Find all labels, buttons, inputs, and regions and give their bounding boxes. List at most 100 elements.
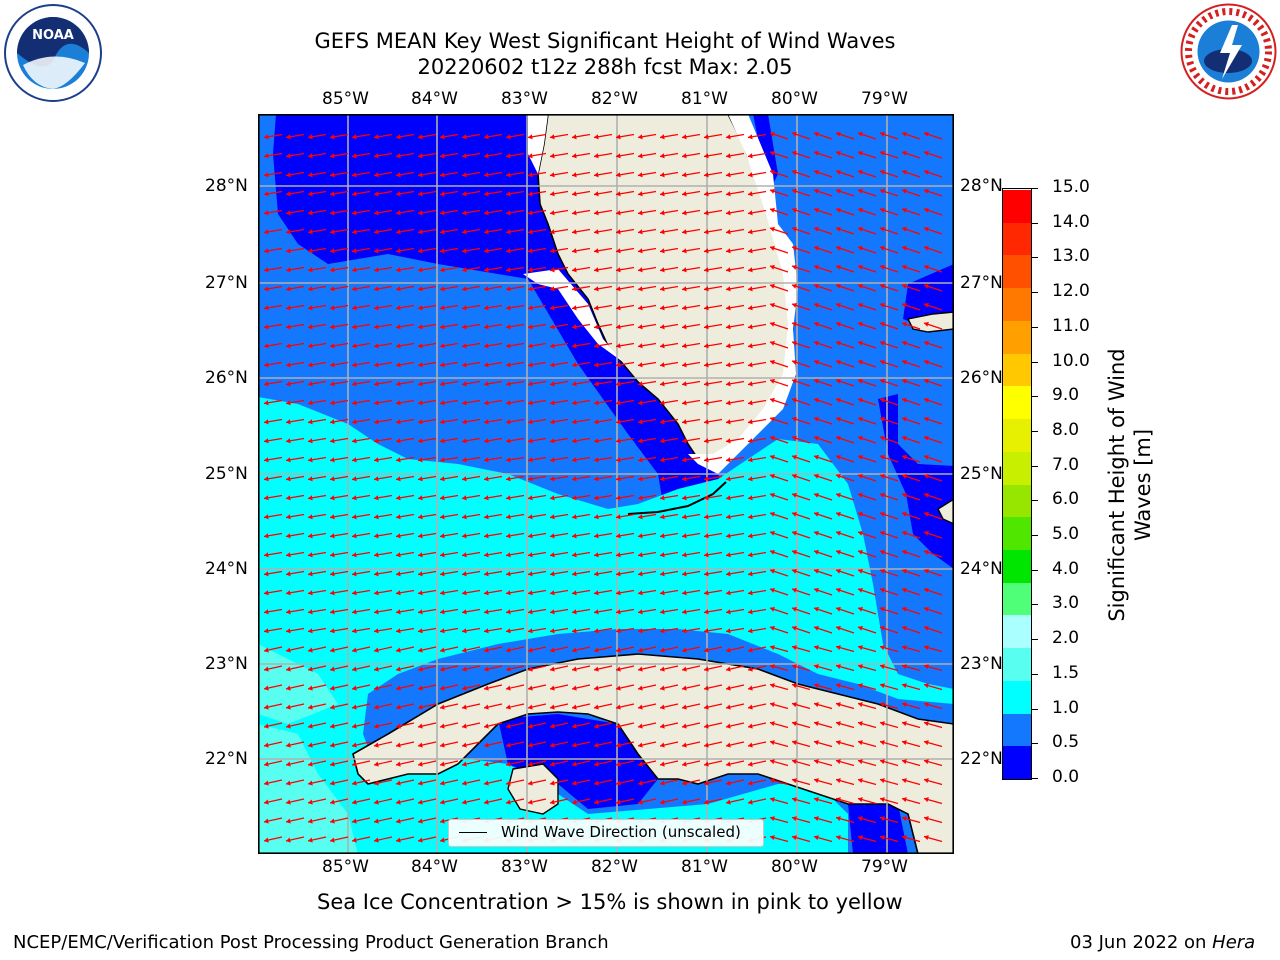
chart-subtitle: 20220602 t12z 288h fcst Max: 2.05	[417, 55, 793, 79]
colorbar-segment	[1003, 614, 1031, 649]
lat-label-left-26n: 26°N	[205, 368, 248, 388]
lat-label-left-24n: 24°N	[205, 559, 248, 579]
lon-label-bottom-84w: 84°W	[411, 857, 458, 877]
lat-label-left-28n: 28°N	[205, 176, 248, 196]
colorbar-tick-label: 2.0	[1052, 628, 1080, 649]
colorbar-tick-mark	[1032, 465, 1038, 467]
legend-line-icon	[459, 832, 487, 833]
colorbar-tick-label: 1.5	[1052, 662, 1080, 683]
andros-island	[937, 498, 954, 525]
lon-label-top-80w: 80°W	[771, 89, 818, 109]
colorbar-segment	[1003, 287, 1031, 321]
colorbar-label: Significant Height of Wind Waves [m]	[1105, 348, 1155, 622]
lat-label-left-23n: 23°N	[205, 654, 248, 674]
wave-field-0-0.5-cuba-east	[848, 804, 908, 854]
bahamas-island	[906, 311, 954, 333]
isla-de-la-juventud	[507, 763, 559, 815]
sea-ice-note: Sea Ice Concentration > 15% is shown in …	[317, 890, 903, 914]
footer-machine: Hera	[1212, 932, 1256, 953]
colorbar-tick-label: 10.0	[1052, 350, 1090, 371]
colorbar-segment	[1003, 549, 1031, 583]
chart-title: GEFS MEAN Key West Significant Height of…	[314, 29, 896, 53]
colorbar-segment	[1003, 254, 1031, 289]
colorbar-tick-mark	[1032, 639, 1038, 641]
lat-label-left-22n: 22°N	[205, 749, 248, 769]
lat-label-right-27n: 27°N	[960, 273, 1003, 293]
colorbar-segment	[1003, 647, 1031, 681]
colorbar-tick-label: 15.0	[1052, 177, 1090, 197]
footer-date: 03 Jun 2022 on	[1070, 932, 1213, 953]
lon-label-top-84w: 84°W	[411, 89, 458, 109]
legend-label: Wind Wave Direction (unscaled)	[501, 823, 741, 841]
colorbar-tick-mark	[1032, 361, 1038, 363]
lon-label-top-79w: 79°W	[861, 89, 908, 109]
lon-label-top-83w: 83°W	[501, 89, 548, 109]
colorbar-tick-mark	[1032, 604, 1038, 606]
colorbar-tick-label: 5.0	[1052, 524, 1080, 545]
colorbar-tick-mark	[1032, 326, 1038, 328]
wave-field-0-0.5-bahamas	[878, 394, 954, 569]
colorbar-tick-mark	[1032, 708, 1038, 710]
colorbar-tick-mark	[1032, 292, 1038, 294]
lat-label-right-23n: 23°N	[960, 654, 1003, 674]
colorbar-tick-label: 13.0	[1052, 246, 1090, 267]
colorbar-segment	[1003, 189, 1031, 223]
lat-label-right-28n: 28°N	[960, 176, 1003, 196]
map-border	[258, 114, 954, 854]
colorbar-segment	[1003, 713, 1031, 747]
colorbar-tick-mark	[1032, 673, 1038, 675]
colorbar-tick-mark	[1032, 430, 1038, 432]
coastal-mask-east	[688, 114, 798, 474]
lat-label-left-25n: 25°N	[205, 464, 248, 484]
colorbar-tick-mark	[1032, 500, 1038, 502]
colorbar-tick-label: 12.0	[1052, 281, 1090, 302]
colorbar-tick-label: 1.0	[1052, 697, 1080, 718]
lon-label-bottom-83w: 83°W	[501, 857, 548, 877]
footer-left: NCEP/EMC/Verification Post Processing Pr…	[13, 932, 609, 953]
map-legend: Wind Wave Direction (unscaled)	[448, 819, 764, 847]
svg-text:NOAA: NOAA	[32, 28, 74, 43]
colorbar-tick-label: 0.5	[1052, 732, 1080, 753]
colorbar-tick-mark	[1032, 188, 1038, 189]
lon-label-top-85w: 85°W	[322, 89, 369, 109]
colorbar-tick-label: 8.0	[1052, 419, 1080, 440]
colorbar-tick-mark	[1032, 257, 1038, 259]
wave-field-0-0.5	[273, 114, 728, 509]
lon-label-top-81w: 81°W	[681, 89, 728, 109]
colorbar-tick-label: 4.0	[1052, 558, 1080, 579]
colorbar-tick-label: 7.0	[1052, 454, 1080, 475]
lon-label-bottom-85w: 85°W	[322, 857, 369, 877]
colorbar-tick-label: 11.0	[1052, 315, 1090, 336]
wave-field-0-0.5-east	[753, 114, 778, 184]
colorbar-tick-mark	[1032, 222, 1038, 224]
lat-label-right-22n: 22°N	[960, 749, 1003, 769]
nws-logo	[1180, 3, 1277, 100]
colorbar-segment	[1003, 353, 1031, 387]
coastal-mask-west	[523, 269, 623, 362]
lat-label-right-24n: 24°N	[960, 559, 1003, 579]
lon-label-bottom-82w: 82°W	[591, 857, 638, 877]
colorbar-segment	[1003, 745, 1031, 779]
colorbar-tick-mark	[1032, 778, 1038, 779]
colorbar-tick-label: 9.0	[1052, 385, 1080, 406]
colorbar-segment	[1003, 582, 1031, 616]
colorbar-segment	[1003, 516, 1031, 550]
wave-height-map: Wind Wave Direction (unscaled)	[258, 114, 954, 854]
footer-right: 03 Jun 2022 on Hera	[1070, 932, 1255, 953]
colorbar-tick-label: 14.0	[1052, 211, 1090, 232]
map-gridlines	[258, 114, 954, 854]
colorbar-segment	[1003, 451, 1031, 485]
colorbar-segment	[1003, 680, 1031, 714]
colorbar-tick-mark	[1032, 535, 1038, 537]
colorbar-tick-mark	[1032, 743, 1038, 745]
colorbar-segment	[1003, 385, 1031, 420]
lon-label-bottom-80w: 80°W	[771, 857, 818, 877]
colorbar-tick-mark	[1032, 396, 1038, 398]
colorbar-segment	[1003, 418, 1031, 452]
wind-wave-arrows	[263, 131, 943, 843]
lat-label-right-26n: 26°N	[960, 368, 1003, 388]
colorbar-tick-label: 6.0	[1052, 489, 1080, 510]
colorbar	[1002, 188, 1032, 780]
lon-label-bottom-79w: 79°W	[861, 857, 908, 877]
cuba-landmass	[352, 653, 954, 854]
